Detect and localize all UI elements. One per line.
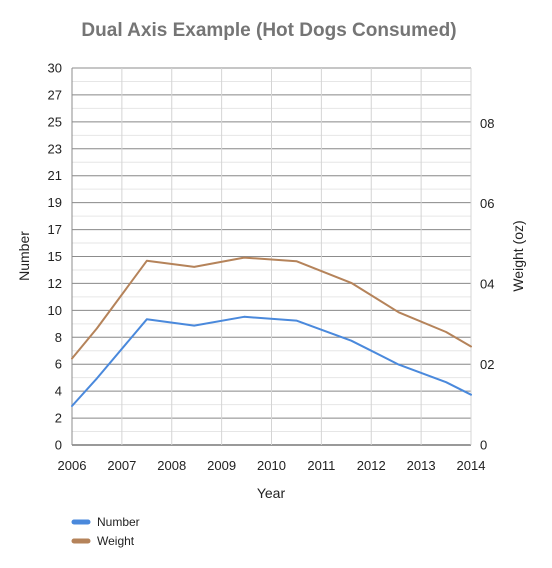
left-tick-label: 4 [55, 384, 62, 399]
right-y-axis-label: Weight (oz) [510, 220, 526, 291]
right-tick-label: 02 [480, 357, 494, 372]
right-tick-label: 06 [480, 196, 494, 211]
left-tick-label: 15 [48, 249, 62, 264]
left-tick-label: 25 [48, 114, 62, 129]
x-tick-label: 2014 [457, 458, 486, 473]
right-tick-label: 0 [480, 438, 487, 453]
left-tick-label: 23 [48, 141, 62, 156]
left-tick-label: 6 [55, 357, 62, 372]
legend: Number Weight [71, 515, 140, 548]
left-y-axis-ticks: 0 2 4 6 8 10 12 15 17 19 21 23 25 27 30 [48, 61, 62, 453]
series-lines [71, 256, 472, 407]
right-tick-label: 08 [480, 116, 494, 131]
right-y-axis-ticks: 0 02 04 06 08 [480, 116, 494, 453]
x-tick-label: 2007 [107, 458, 136, 473]
chart-title: Dual Axis Example (Hot Dogs Consumed) [81, 20, 456, 41]
left-tick-label: 0 [55, 438, 62, 453]
left-tick-label: 8 [55, 330, 62, 345]
left-tick-label: 27 [48, 87, 62, 102]
series-line-weight [71, 256, 472, 360]
x-tick-label: 2009 [207, 458, 236, 473]
left-tick-label: 2 [55, 411, 62, 426]
x-tick-label: 2008 [157, 458, 186, 473]
left-tick-label: 12 [48, 276, 62, 291]
legend-label-weight: Weight [97, 534, 135, 548]
right-tick-label: 04 [480, 277, 494, 292]
x-tick-label: 2011 [307, 458, 335, 473]
x-tick-label: 2013 [407, 458, 436, 473]
left-tick-label: 21 [48, 168, 62, 183]
x-axis-label: Year [257, 485, 286, 501]
left-tick-label: 10 [48, 303, 62, 318]
x-tick-label: 2010 [257, 458, 286, 473]
x-axis-ticks: 2006 2007 2008 2009 2010 2011 2012 2013 2014 [58, 458, 486, 473]
series-line-number [71, 315, 472, 407]
left-tick-label: 30 [48, 61, 62, 76]
legend-label-number: Number [97, 515, 140, 529]
left-y-axis-label: Number [16, 231, 32, 281]
left-tick-label: 19 [48, 195, 62, 210]
x-tick-label: 2012 [357, 458, 386, 473]
left-tick-label: 17 [48, 222, 62, 237]
x-tick-label: 2006 [58, 458, 87, 473]
grid-lines [71, 67, 472, 446]
